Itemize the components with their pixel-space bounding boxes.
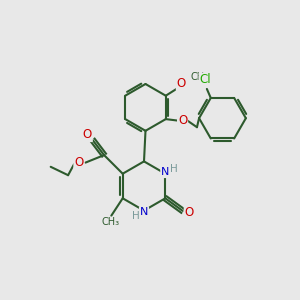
Text: O: O [83,128,92,141]
Text: O: O [178,114,187,127]
Text: CH₃: CH₃ [102,217,120,227]
Text: O: O [185,206,194,219]
Text: H: H [132,211,140,221]
Text: O: O [74,156,83,169]
Text: O: O [177,77,186,90]
Text: CH₃: CH₃ [190,71,208,82]
Text: N: N [161,167,170,177]
Text: Cl: Cl [200,74,211,86]
Text: N: N [140,207,148,217]
Text: H: H [170,164,178,174]
